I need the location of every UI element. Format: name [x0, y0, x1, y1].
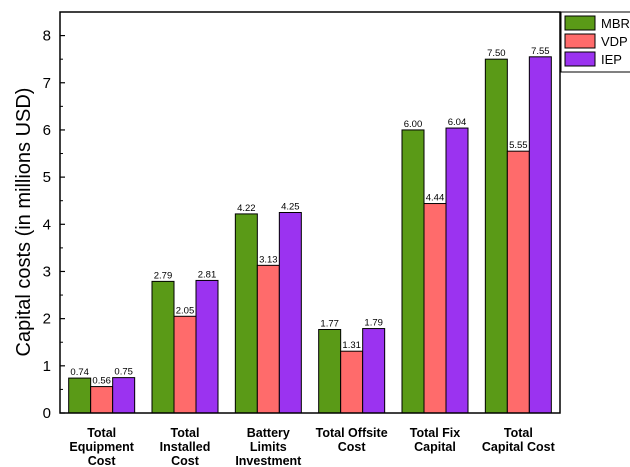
y-axis-label: Capital costs (in millions USD) [13, 88, 35, 357]
data-label: 0.74 [70, 367, 89, 378]
data-label: 0.75 [114, 367, 133, 378]
data-label: 6.04 [448, 117, 467, 128]
data-label: 2.81 [198, 269, 217, 280]
x-category-label: Total Fix Capital [410, 426, 461, 454]
x-category-label: Total Offsite Cost [316, 426, 388, 454]
x-category-label-line: Total Fix [410, 426, 461, 440]
data-label: 1.79 [364, 318, 383, 329]
data-label: 4.22 [237, 203, 256, 214]
bar-vdp [340, 350, 364, 414]
bar-iep [195, 279, 219, 414]
legend: MBR VDP IEP [560, 11, 630, 73]
y-tick-label: 2 [43, 311, 51, 328]
data-label: 5.55 [509, 140, 528, 151]
bar-mbr [151, 280, 175, 414]
y-tick-label: 3 [43, 263, 51, 280]
x-category-label-line: Limits [250, 440, 287, 454]
x-category-label-line: Total Offsite [316, 426, 388, 440]
x-category-label-line: Capital [414, 440, 456, 454]
bar-vdp [423, 203, 447, 414]
plot-frame [59, 11, 561, 414]
bar-iep [362, 328, 386, 414]
legend-label-mbr: MBR [601, 16, 630, 31]
bar-iep [445, 127, 469, 414]
bar-vdp [506, 150, 530, 414]
bar-iep [112, 377, 136, 414]
data-label: 7.50 [487, 48, 506, 59]
y-tick-label: 8 [43, 28, 51, 45]
data-label: 6.00 [404, 119, 423, 130]
data-label: 2.05 [176, 305, 195, 316]
legend-label-iep: IEP [601, 52, 622, 67]
x-category-label: Battery Limits Investment [235, 426, 302, 467]
legend-label-vdp: VDP [601, 34, 628, 49]
bar-iep [278, 212, 302, 414]
bars [68, 56, 552, 414]
x-category-label-line: Installed [160, 440, 211, 454]
legend-swatch-iep [564, 51, 596, 67]
data-label: 7.55 [531, 46, 550, 57]
data-label: 1.77 [320, 318, 339, 329]
bar-vdp [256, 264, 280, 414]
x-category-label: Total Equipment Cost [69, 426, 134, 467]
legend-swatch-mbr [564, 15, 596, 31]
bar-mbr [234, 213, 258, 414]
x-category-label-line: Capital Cost [482, 440, 556, 454]
bar-mbr [68, 377, 92, 414]
x-category-label: Total Installed Cost [160, 426, 211, 467]
bar-iep [528, 56, 552, 414]
x-category-label-line: Total [171, 426, 200, 440]
bar-mbr [484, 58, 508, 414]
x-category-label-line: Cost [338, 440, 367, 454]
x-category-label-line: Total [504, 426, 533, 440]
y-ticks: 0 1 2 3 4 5 6 7 8 [43, 28, 65, 422]
y-tick-label: 5 [43, 169, 51, 186]
y-tick-label: 4 [43, 216, 51, 233]
data-label: 4.25 [281, 202, 300, 213]
bar-vdp [173, 315, 197, 414]
x-category-label-line: Investment [235, 454, 302, 467]
x-category-label-line: Total [87, 426, 116, 440]
data-label: 0.56 [92, 376, 111, 387]
data-label: 4.44 [426, 193, 445, 204]
bar-mbr [318, 328, 342, 414]
x-category-label-line: Cost [171, 454, 200, 467]
data-labels: 0.740.560.75 2.79 2.05 2.81 4.22 3.13 4.25 1.77… [70, 46, 549, 387]
bar-mbr [401, 129, 425, 414]
axes [59, 11, 561, 414]
y-tick-label: 6 [43, 122, 51, 139]
y-tick-label: 0 [43, 405, 51, 422]
data-label: 2.79 [154, 270, 173, 281]
bar-vdp [90, 386, 114, 414]
data-label: 3.13 [259, 254, 278, 265]
data-label: 1.31 [342, 340, 361, 351]
y-tick-label: 7 [43, 75, 51, 92]
x-category-label-line: Equipment [69, 440, 134, 454]
x-category-label: Total Capital Cost [482, 426, 556, 454]
y-tick-label: 1 [43, 358, 51, 375]
legend-swatch-vdp [564, 33, 596, 49]
x-category-label-line: Battery [247, 426, 290, 440]
x-category-label-line: Cost [88, 454, 117, 467]
